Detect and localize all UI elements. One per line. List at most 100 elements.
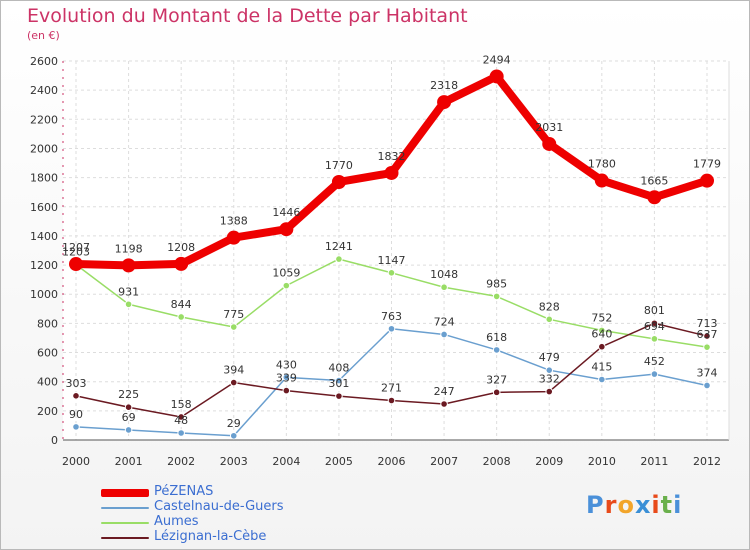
data-label-p-zenas: 2318 [430,79,458,92]
legend-label: Aumes [154,514,199,529]
y-tick-label: 1200 [30,259,58,272]
data-label-l-zignan-la-c-be: 225 [118,388,139,401]
data-point-aumes [177,313,185,321]
legend-swatch [101,537,149,539]
data-point-castelnau-de-guers [703,381,711,390]
y-tick-label: 2200 [30,113,58,126]
data-label-l-zignan-la-c-be: 640 [591,328,612,341]
data-label-p-zenas: 1780 [588,158,616,171]
data-point-p-zenas [489,69,504,84]
data-point-aumes [387,269,396,277]
chart-unit: (en €) [27,29,60,42]
data-label-aumes: 1059 [272,267,300,280]
x-tick-label: 2009 [535,455,563,468]
logo-letter: i [651,491,661,519]
logo-letter: o [617,491,635,519]
data-point-castelnau-de-guers [440,330,448,339]
logo-letter: i [673,491,683,519]
data-label-castelnau-de-guers: 479 [539,351,560,364]
data-point-l-zignan-la-c-be [492,388,501,397]
legend-swatch [101,507,149,509]
y-tick-label: 1000 [30,288,58,301]
legend-item: Aumes [101,514,361,530]
data-label-castelnau-de-guers: 374 [697,366,718,379]
data-point-l-zignan-la-c-be [703,332,711,340]
y-tick-label: 400 [37,376,58,389]
data-label-aumes: 985 [486,277,507,290]
legend-item: Lézignan-la-Cèbe [101,529,361,545]
data-point-p-zenas [700,173,714,188]
data-label-castelnau-de-guers: 29 [227,417,241,430]
data-label-castelnau-de-guers: 408 [328,362,349,375]
logo-letter: x [634,491,652,519]
data-label-aumes: 1241 [325,240,353,253]
data-label-l-zignan-la-c-be: 713 [697,317,718,330]
data-label-aumes: 1203 [62,246,90,259]
data-label-aumes: 752 [591,311,612,324]
legend-swatch [101,489,149,497]
data-point-castelnau-de-guers [177,429,185,437]
data-label-l-zignan-la-c-be: 801 [644,304,665,317]
data-point-aumes [703,343,711,351]
data-label-p-zenas: 1388 [220,215,248,228]
data-label-castelnau-de-guers: 724 [434,315,455,328]
data-point-p-zenas [174,256,189,271]
data-point-l-zignan-la-c-be [440,400,448,408]
logo-letter: P [586,491,605,519]
data-point-castelnau-de-guers [598,375,606,384]
legend-label: PéZENAS [154,484,214,499]
data-label-aumes: 1048 [430,268,458,281]
data-point-castelnau-de-guers [650,370,659,378]
data-label-aumes: 775 [223,308,244,321]
y-tick-label: 1800 [30,172,58,185]
data-point-aumes [650,335,659,343]
data-point-aumes [492,292,501,301]
data-point-aumes [282,281,291,290]
legend-swatch [101,522,149,524]
data-point-aumes [229,323,238,331]
data-point-p-zenas [69,257,83,272]
data-point-aumes [598,326,606,335]
x-tick-label: 2006 [378,455,406,468]
x-tick-label: 2011 [640,455,668,468]
data-label-aumes: 637 [697,328,718,341]
y-tick-label: 1600 [30,201,58,214]
y-tick-label: 2400 [30,84,58,97]
data-point-p-zenas [121,258,136,273]
data-point-l-zignan-la-c-be [387,396,396,405]
x-tick-label: 2005 [325,455,353,468]
data-point-p-zenas [384,165,399,180]
data-label-aumes: 844 [171,298,192,311]
data-label-p-zenas: 1770 [325,159,353,172]
data-label-p-zenas: 1779 [693,158,721,171]
data-point-l-zignan-la-c-be [282,386,291,395]
data-point-castelnau-de-guers [545,366,554,374]
x-tick-label: 2008 [483,455,511,468]
legend-label: Lézignan-la-Cèbe [154,529,267,544]
data-point-castelnau-de-guers [492,346,501,354]
data-label-castelnau-de-guers: 415 [591,361,612,374]
data-label-p-zenas: 2031 [535,121,563,134]
data-point-l-zignan-la-c-be [124,403,133,412]
data-label-l-zignan-la-c-be: 271 [381,381,402,394]
data-point-castelnau-de-guers [387,324,396,333]
data-point-aumes [335,255,343,263]
data-label-p-zenas: 1446 [272,206,300,219]
data-label-castelnau-de-guers: 430 [276,358,297,371]
legend-label: Castelnau-de-Guers [154,499,284,514]
data-point-l-zignan-la-c-be [545,387,554,396]
data-point-aumes [545,315,554,324]
data-label-p-zenas: 2494 [483,53,511,66]
x-tick-label: 2010 [588,455,616,468]
logo-letter: r [604,491,618,519]
y-tick-label: 1400 [30,230,58,243]
y-tick-label: 200 [37,405,58,418]
x-tick-label: 2001 [115,455,143,468]
y-tick-label: 0 [51,434,58,447]
data-point-p-zenas [594,173,609,188]
y-tick-label: 600 [37,347,58,360]
data-point-aumes [440,283,448,292]
data-label-p-zenas: 1207 [62,241,90,254]
